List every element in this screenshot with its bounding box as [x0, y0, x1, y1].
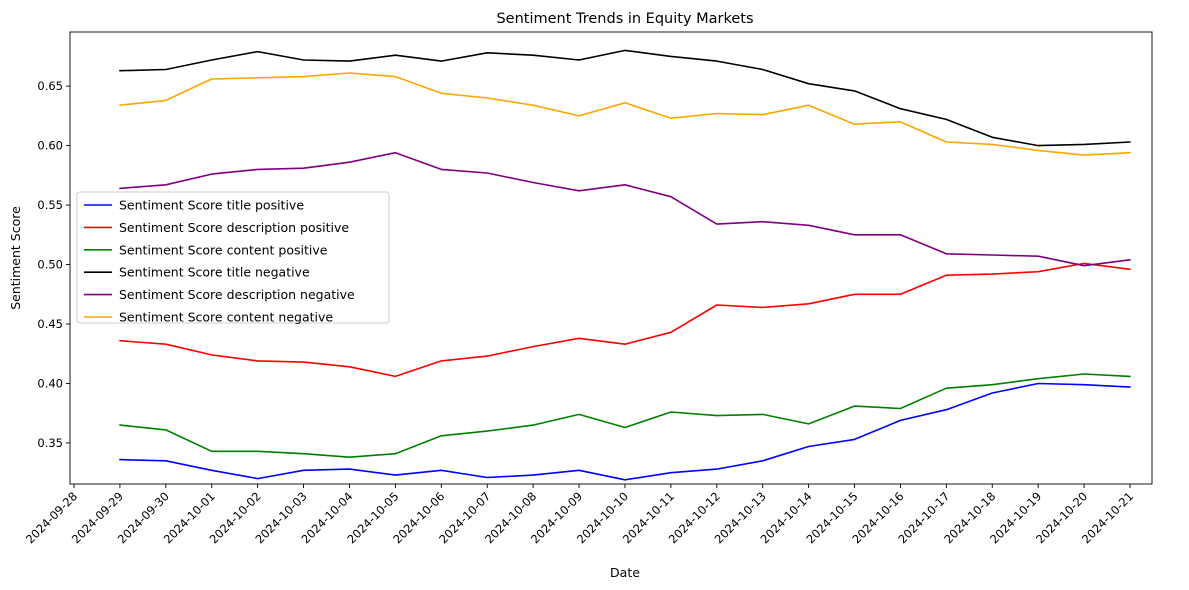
y-tick-label: 0.45 [37, 317, 63, 331]
series-line-4 [119, 49, 1131, 147]
y-axis-label: Sentiment Score [8, 206, 23, 310]
legend: Sentiment Score title positive Sentiment … [76, 191, 390, 325]
legend-label: Sentiment Score title positive [119, 198, 304, 213]
legend-label: Sentiment Score description positive [119, 220, 349, 235]
series-line-3 [119, 373, 1131, 459]
legend-label: Sentiment Score title negative [119, 265, 310, 280]
y-axis: 0.35 0.40 0.45 0.50 0.55 0.60 0.65 [37, 79, 70, 450]
y-tick-label: 0.40 [37, 376, 63, 390]
y-tick-label: 0.65 [37, 79, 63, 93]
series-line-5 [119, 151, 1131, 267]
series-line-1 [119, 382, 1131, 481]
legend-label: Sentiment Score description negative [119, 287, 355, 302]
y-tick-label: 0.60 [37, 139, 63, 153]
series-line-2 [119, 262, 1131, 378]
legend-box [76, 191, 390, 324]
plot-frame [69, 31, 1153, 485]
y-tick-label: 0.55 [37, 198, 63, 212]
y-tick-label: 0.50 [37, 258, 63, 272]
series-lines [119, 49, 1131, 481]
y-tick-label: 0.35 [37, 436, 63, 450]
legend-label: Sentiment Score content positive [119, 242, 328, 257]
series-line-6 [119, 72, 1131, 156]
chart-title: Sentiment Trends in Equity Markets [496, 11, 753, 27]
legend-label: Sentiment Score content negative [119, 310, 333, 325]
x-axis-label: Date [610, 565, 640, 580]
